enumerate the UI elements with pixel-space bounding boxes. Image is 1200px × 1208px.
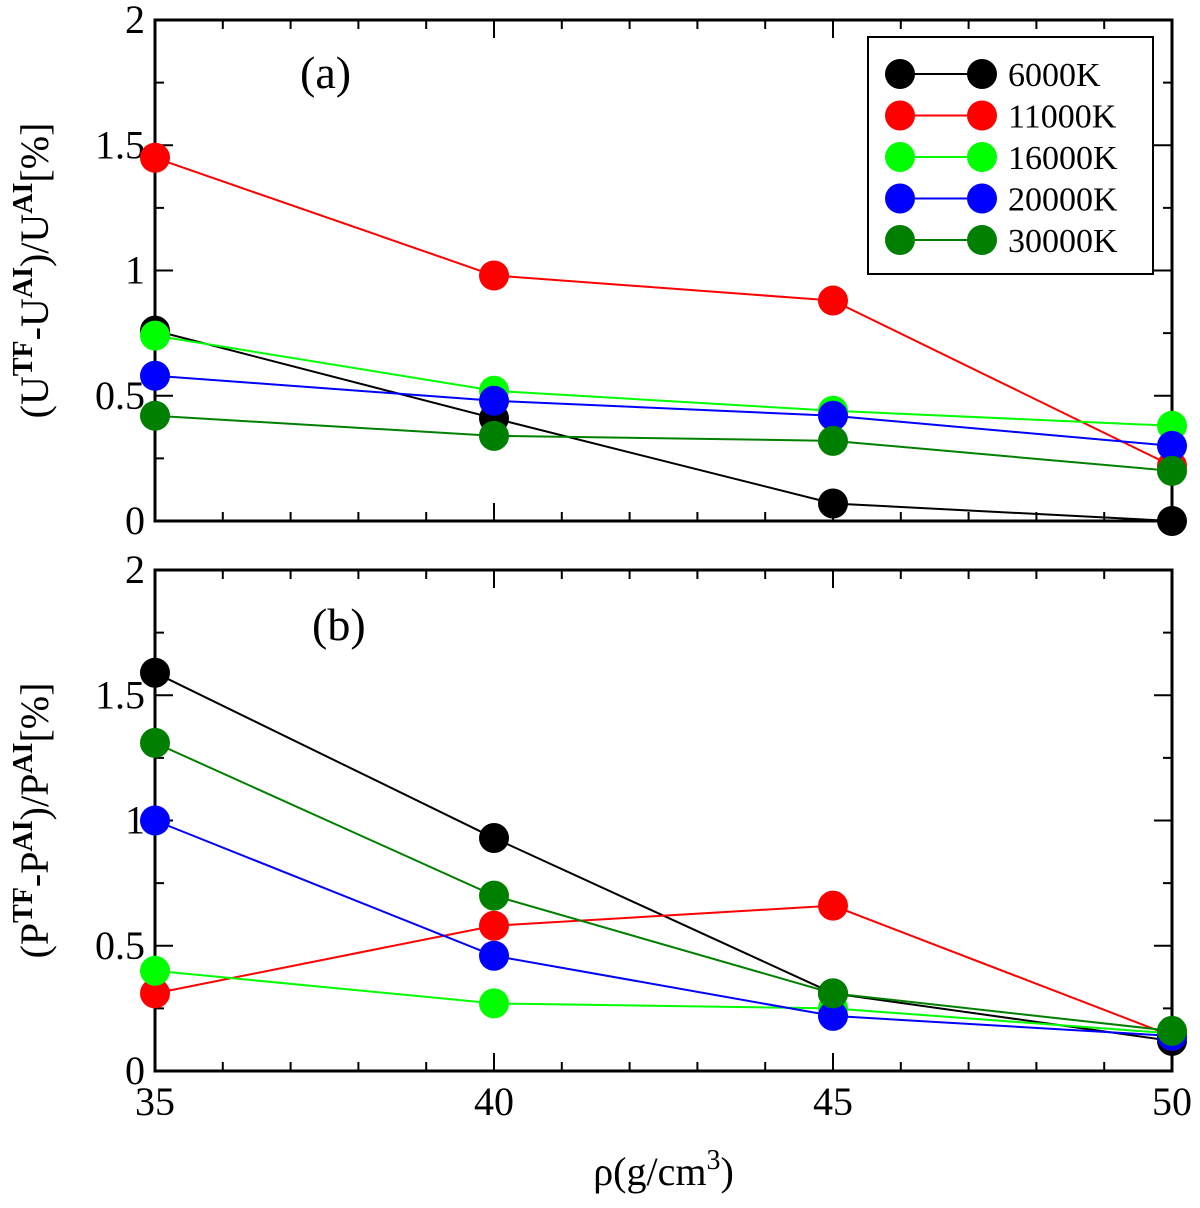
y-tick-label: 0 — [125, 1048, 145, 1093]
data-point-20000K — [1157, 430, 1187, 461]
data-point-30000K — [818, 425, 848, 456]
legend-marker-30000K — [885, 225, 915, 255]
plot-frame — [153, 568, 1174, 1073]
data-point-30000K — [140, 727, 170, 758]
y-tick-label: 1.5 — [95, 122, 145, 167]
series-line-20000K — [154, 819, 1173, 1037]
y-tick-label: 0.5 — [95, 373, 145, 418]
x-axis-title-superscript: 3 — [706, 1145, 720, 1176]
x-tick-label: 35 — [135, 1079, 175, 1124]
legend-marker-20000K — [967, 183, 997, 214]
legend-label-11000K: 11000K — [1008, 99, 1117, 136]
data-point-6000K — [479, 823, 509, 854]
data-point-11000K — [140, 978, 170, 1009]
series-line-30000K — [154, 414, 1173, 472]
panel-label: (a) — [300, 47, 351, 98]
data-point-20000K — [479, 385, 509, 416]
x-axis-title: ρ(g/cm3) — [593, 1145, 734, 1194]
y-tick-label: 2 — [125, 0, 145, 42]
series-line-6000K — [154, 329, 1173, 522]
legend-marker-16000K — [967, 142, 997, 172]
y-axis-title-superscript: TF — [8, 340, 39, 376]
data-point-16000K — [140, 320, 170, 351]
legend-marker-16000K — [885, 142, 915, 172]
data-point-30000K — [1157, 455, 1187, 486]
data-point-30000K — [479, 420, 509, 451]
x-axis-title-part: ρ(g/cm — [593, 1149, 706, 1194]
y-axis-title-superscript: AI — [8, 267, 39, 298]
y-tick-label: 0.5 — [95, 923, 145, 968]
data-point-20000K — [140, 805, 170, 836]
y-axis-title-part: [%] — [12, 123, 57, 183]
data-point-6000K — [1157, 506, 1187, 536]
data-point-6000K — [140, 657, 170, 688]
y-axis-title-superscript: AI — [8, 183, 39, 214]
y-axis-title: (UTF-UAI)/UAI[%] — [8, 123, 57, 419]
panel-label: (b) — [312, 599, 366, 650]
legend: 6000K 11000K 16000K 20000K 30000K — [867, 36, 1154, 275]
y-axis-title-part: )/P — [12, 774, 57, 821]
series-line-11000K — [154, 904, 1173, 1037]
y-axis-title-superscript: AI — [8, 743, 39, 774]
series-line-16000K — [154, 334, 1173, 427]
data-point-11000K — [479, 260, 509, 291]
y-tick-label: 2 — [125, 547, 145, 592]
data-point-30000K — [1157, 1015, 1187, 1046]
y-tick-label: 1 — [125, 248, 145, 293]
y-axis-title-part: )/U — [12, 214, 57, 267]
y-axis-title: (PTF-PAI)/PAI[%] — [8, 683, 57, 959]
y-axis-title-part: (U — [12, 376, 57, 418]
legend-marker-30000K — [967, 225, 997, 255]
x-tick-label: 40 — [474, 1079, 514, 1124]
data-point-20000K — [818, 1000, 848, 1031]
data-point-30000K — [818, 978, 848, 1009]
data-point-30000K — [479, 880, 509, 911]
data-point-20000K — [479, 940, 509, 971]
series-line-20000K — [154, 374, 1173, 447]
y-tick-label: 1.5 — [95, 672, 145, 717]
legend-marker-6000K — [885, 59, 915, 89]
y-axis-title-part: [%] — [12, 683, 57, 743]
series-line-16000K — [154, 969, 1173, 1035]
series-line-30000K — [154, 741, 1173, 1032]
legend-label-30000K: 30000K — [1008, 223, 1118, 260]
data-point-11000K — [818, 285, 848, 316]
x-axis-title-part: ) — [720, 1149, 733, 1194]
legend-label-6000K: 6000K — [1008, 57, 1101, 94]
legend-marker-20000K — [885, 183, 915, 214]
data-point-11000K — [479, 910, 509, 941]
y-axis-title-superscript: TF — [8, 887, 39, 923]
legend-marker-11000K — [885, 100, 915, 131]
legend-marker-11000K — [967, 100, 997, 131]
x-tick-label: 50 — [1152, 1079, 1192, 1124]
data-point-30000K — [140, 400, 170, 431]
data-point-6000K — [818, 488, 848, 519]
y-axis-title-part: -P — [12, 851, 57, 887]
legend-box — [867, 36, 1154, 275]
legend-label-20000K: 20000K — [1008, 182, 1118, 219]
data-point-20000K — [140, 360, 170, 391]
data-point-16000K — [140, 955, 170, 986]
y-tick-label: 0 — [125, 498, 145, 543]
data-point-11000K — [140, 142, 170, 173]
panel-a: 00.511.52(a)(UTF-UAI)/UAI[%]6000K11000K1… — [8, 0, 1187, 543]
y-axis-title-part: (P — [12, 923, 57, 959]
x-tick-label: 45 — [813, 1079, 853, 1124]
y-axis-title-part: -U — [12, 298, 57, 340]
y-tick-label: 1 — [125, 798, 145, 843]
data-point-16000K — [479, 988, 509, 1019]
data-point-20000K — [818, 400, 848, 431]
data-point-11000K — [818, 890, 848, 921]
legend-marker-6000K — [967, 59, 997, 89]
y-axis-title-superscript: AI — [8, 820, 39, 851]
legend-label-16000K: 16000K — [1008, 140, 1118, 177]
series-line-11000K — [154, 156, 1173, 467]
